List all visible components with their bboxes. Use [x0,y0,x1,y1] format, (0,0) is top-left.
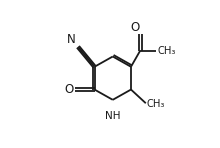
Text: NH: NH [105,111,121,121]
Text: O: O [64,83,73,96]
Text: CH₃: CH₃ [147,99,165,109]
Text: N: N [67,33,76,46]
Text: CH₃: CH₃ [157,46,176,56]
Text: O: O [130,21,140,34]
